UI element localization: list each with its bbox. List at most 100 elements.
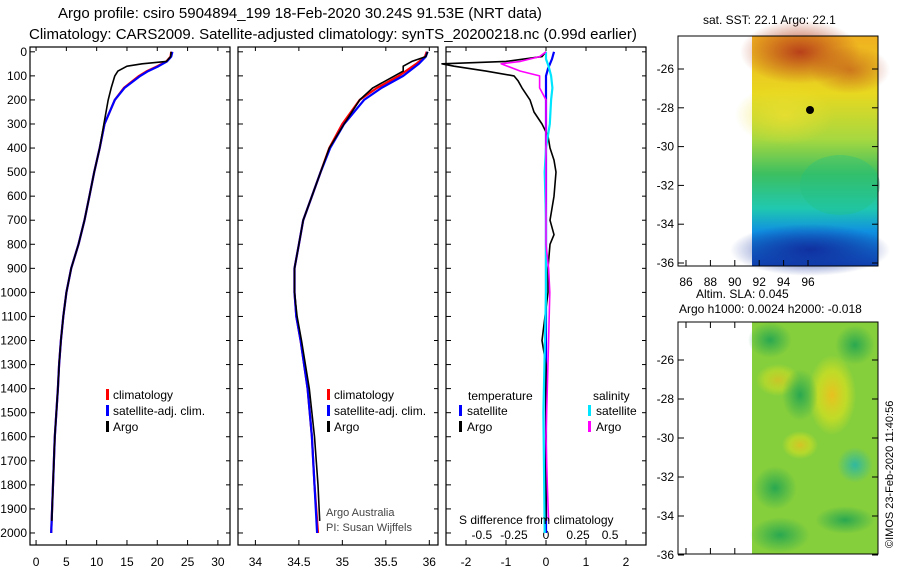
lat-tick-label: -28 — [657, 101, 675, 115]
series-line-salinity-satellite — [542, 51, 554, 534]
lon-tick-label: 96 — [801, 275, 815, 289]
y-tick-label: 0 — [20, 45, 27, 59]
legend-swatch-sal-satellite — [588, 405, 591, 416]
x-tick-label: 35 — [336, 555, 350, 569]
legend-label-argo: Argo — [113, 420, 139, 434]
legend-swatch-temp-satellite — [459, 405, 462, 416]
legend-label-climatology: climatology — [113, 388, 173, 402]
legend-label-satellite: satellite-adj. clim. — [334, 404, 426, 418]
salinity-panel-frame — [237, 46, 439, 546]
series-line-climatology — [50, 51, 173, 534]
legend-temperature-label: temperature — [468, 389, 533, 403]
lat-tick-label: -30 — [657, 140, 675, 154]
lon-tick-label: 90 — [728, 275, 742, 289]
legend-label-temp-satellite: satellite — [467, 404, 508, 418]
y-tick-label: 300 — [7, 117, 27, 131]
salinity-legend: climatology satellite-adj. clim. Argo Ar… — [326, 388, 426, 534]
annotation-argo-australia: Argo Australia — [326, 507, 395, 519]
credit-text: ©IMOS 23-Feb-2020 11:40:56 — [884, 401, 896, 548]
annotation-pi: PI: Susan Wijffels — [326, 522, 412, 534]
lat-tick-label: -36 — [657, 548, 675, 562]
y-tick-label: 500 — [7, 165, 27, 179]
legend-label-sal-satellite: satellite — [596, 404, 637, 418]
x-tick-label: 20 — [151, 555, 165, 569]
y-tick-label: 700 — [7, 213, 27, 227]
legend-label-sal-argo: Argo — [596, 420, 622, 434]
sla-map — [748, 322, 878, 554]
x-tick-label: 0 — [543, 555, 550, 569]
y-tick-label: 1900 — [0, 502, 27, 516]
salinity-diff-tick-label: 0.5 — [602, 528, 619, 542]
sst-map — [730, 20, 890, 276]
x-tick-label: 36 — [423, 555, 437, 569]
legend-swatch-satellite — [106, 405, 109, 416]
lon-tick-label: 92 — [753, 275, 767, 289]
legend-swatch-climatology — [327, 389, 330, 400]
lat-tick-label: -34 — [657, 509, 675, 523]
x-tick-label: 34 — [249, 555, 263, 569]
legend-swatch-temp-argo — [459, 421, 462, 432]
x-tick-label: 1 — [583, 555, 590, 569]
y-tick-label: 800 — [7, 237, 27, 251]
x-tick-label: 35.5 — [374, 555, 398, 569]
legend-swatch-climatology — [106, 389, 109, 400]
temperature-panel-frame — [29, 46, 231, 546]
legend-label-climatology: climatology — [334, 388, 394, 402]
series-line-climatology — [293, 51, 428, 534]
y-tick-label: 1400 — [0, 382, 27, 396]
figure-title-line2: Climatology: CARS2009. Satellite-adjuste… — [29, 26, 637, 43]
y-tick-label: 1200 — [0, 334, 27, 348]
lat-tick-label: -32 — [657, 178, 675, 192]
salinity-diff-tick-label: -0.25 — [500, 528, 528, 542]
x-tick-label: 0 — [33, 555, 40, 569]
y-tick-label: 1000 — [0, 285, 27, 299]
legend-swatch-sal-argo — [588, 421, 591, 432]
salinity-diff-tick-label: 0 — [543, 528, 550, 542]
x-tick-label: 5 — [63, 555, 70, 569]
y-tick-label: 600 — [7, 189, 27, 203]
y-tick-label: 1700 — [0, 454, 27, 468]
difference-title: S difference from climatology — [459, 513, 614, 527]
y-tick-label: 1100 — [1, 309, 27, 323]
y-tick-label: 1300 — [0, 358, 27, 372]
x-tick-label: 34.5 — [287, 555, 311, 569]
argo-location-marker — [806, 106, 814, 114]
sla-title-2: Argo h1000: 0.0024 h2000: -0.018 — [679, 302, 862, 316]
legend-label-argo: Argo — [334, 420, 360, 434]
y-tick-label: 900 — [7, 261, 27, 275]
salinity-diff-tick-label: -0.5 — [472, 528, 493, 542]
series-line-argo — [293, 51, 429, 521]
y-tick-label: 2000 — [0, 526, 27, 540]
legend-swatch-argo — [106, 421, 109, 432]
x-tick-label: 2 — [623, 555, 630, 569]
series-line-salinity-argo — [500, 51, 551, 521]
lat-tick-label: -28 — [657, 392, 675, 406]
lat-tick-label: -36 — [657, 256, 675, 270]
figure-title-line1: Argo profile: csiro 5904894_199 18-Feb-2… — [58, 5, 542, 22]
difference-legend: temperature salinity satellite Argo sate… — [459, 389, 637, 527]
lat-tick-label: -34 — [657, 217, 675, 231]
salinity-diff-tick-label: 0.25 — [566, 528, 590, 542]
x-tick-label: 25 — [181, 555, 195, 569]
series-line-argo — [51, 51, 172, 521]
y-tick-label: 1800 — [0, 478, 27, 492]
legend-label-satellite: satellite-adj. clim. — [113, 404, 205, 418]
legend-label-temp-argo: Argo — [467, 420, 493, 434]
y-tick-label: 100 — [7, 69, 27, 83]
series-line-satellite-adj-clim- — [50, 51, 174, 534]
sla-title-1: Altim. SLA: 0.045 — [696, 287, 789, 301]
series-line-temperature-argo — [441, 51, 557, 521]
x-tick-label: 30 — [211, 555, 225, 569]
x-tick-label: 10 — [90, 555, 104, 569]
y-tick-label: 1600 — [0, 430, 27, 444]
y-tick-label: 200 — [7, 93, 27, 107]
lat-tick-label: -30 — [657, 431, 675, 445]
lat-tick-label: -32 — [657, 470, 675, 484]
temperature-legend: climatology satellite-adj. clim. Argo — [106, 388, 205, 434]
lon-tick-label: 88 — [704, 275, 718, 289]
x-tick-label: -1 — [501, 555, 512, 569]
x-tick-label: 15 — [120, 555, 134, 569]
lat-tick-label: -26 — [657, 353, 675, 367]
legend-swatch-satellite — [327, 405, 330, 416]
